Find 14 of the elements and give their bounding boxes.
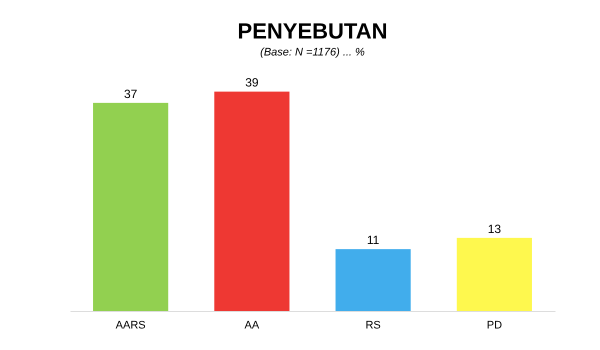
bar xyxy=(93,102,168,311)
bar xyxy=(456,238,532,311)
chart-subtitle: (Base: N =1176) ... % xyxy=(260,46,366,59)
x-tick-label: AA xyxy=(244,320,260,332)
data-label: 39 xyxy=(245,76,259,90)
chart-title: PENYEBUTAN xyxy=(238,18,388,44)
data-label: 11 xyxy=(366,233,380,248)
data-label: 37 xyxy=(124,86,138,101)
x-tick-label: PD xyxy=(486,320,502,332)
bar xyxy=(336,249,411,311)
x-tick-label: AARS xyxy=(116,320,146,332)
x-tick-label: RS xyxy=(365,320,381,332)
bar xyxy=(214,92,290,311)
data-label: 13 xyxy=(488,222,502,236)
